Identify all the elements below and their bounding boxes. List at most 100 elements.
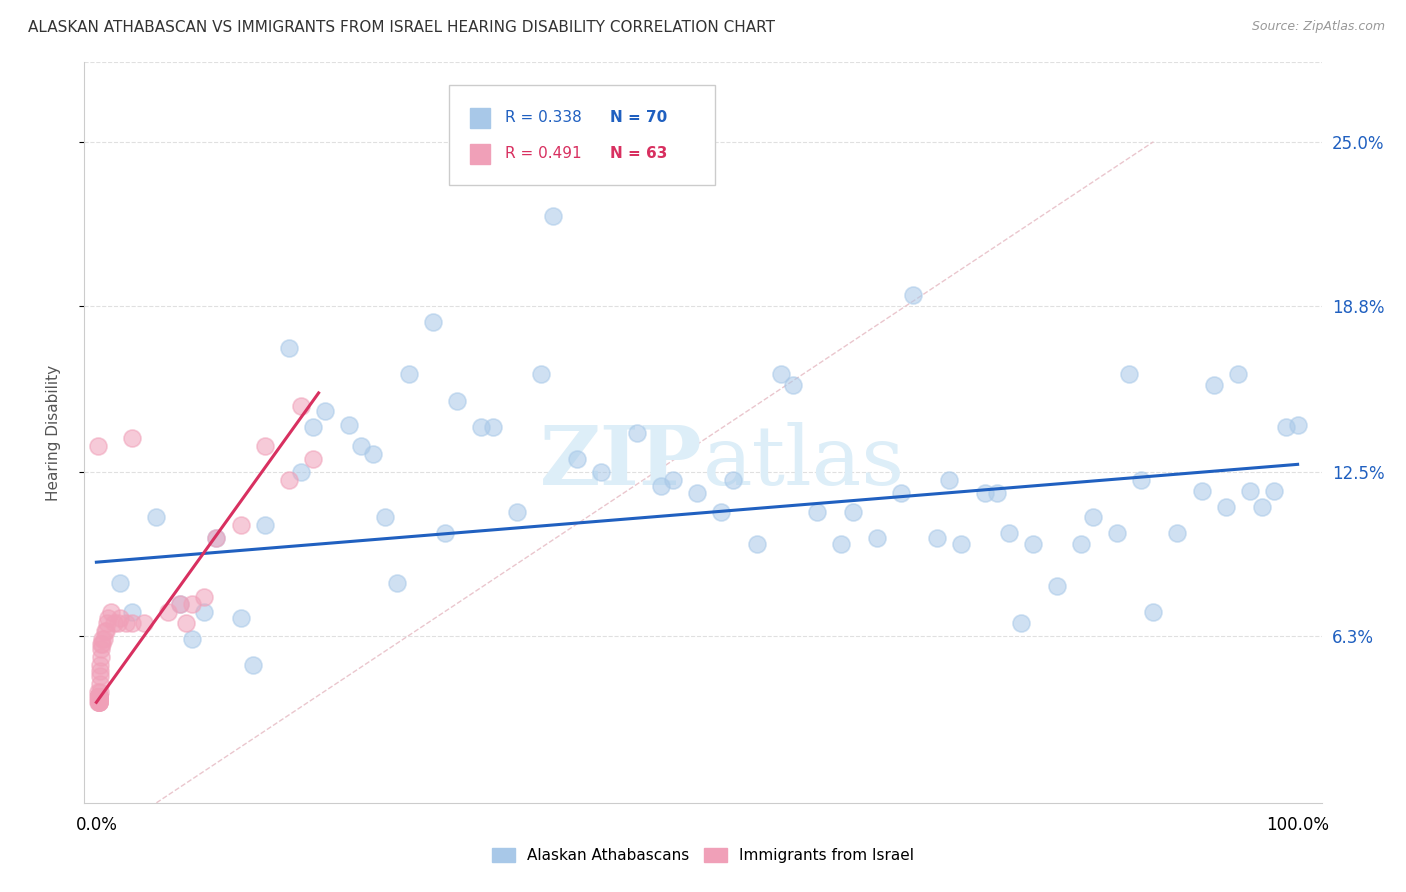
Point: [86, 685, 108, 699]
Point: [481, 420, 503, 434]
Point: [290, 465, 312, 479]
Point: [89, 664, 111, 678]
Point: [87, 695, 110, 709]
Point: [1118, 368, 1140, 382]
Point: [1107, 526, 1129, 541]
Point: [94, 624, 117, 638]
Point: [87, 690, 110, 704]
Point: [950, 536, 973, 550]
Point: [90, 650, 112, 665]
Point: [91, 632, 114, 646]
Point: [87, 690, 110, 704]
Point: [97, 610, 120, 624]
Point: [1239, 483, 1261, 498]
Point: [1226, 368, 1249, 382]
Point: [806, 505, 828, 519]
Point: [1202, 378, 1225, 392]
Point: [277, 473, 299, 487]
Point: [541, 209, 564, 223]
Point: [87, 690, 110, 704]
Point: [1022, 536, 1045, 550]
Point: [93, 632, 115, 646]
Point: [253, 518, 276, 533]
Point: [782, 378, 804, 392]
Point: [87, 690, 110, 704]
Point: [89, 685, 111, 699]
Point: [1274, 420, 1296, 434]
Point: [927, 532, 949, 546]
Point: [986, 486, 1008, 500]
Point: [866, 532, 889, 546]
Point: [107, 615, 129, 630]
Point: [89, 669, 111, 683]
Point: [277, 341, 299, 355]
Point: [1142, 606, 1164, 620]
Point: [301, 452, 323, 467]
Point: [169, 598, 191, 612]
Point: [87, 695, 110, 709]
Point: [110, 576, 132, 591]
Point: [87, 690, 110, 704]
Point: [350, 439, 373, 453]
Point: [361, 447, 384, 461]
Point: [530, 368, 553, 382]
Point: [96, 615, 118, 630]
Point: [842, 505, 865, 519]
Point: [433, 526, 456, 541]
Point: [87, 695, 110, 709]
Point: [589, 465, 612, 479]
Point: [422, 315, 444, 329]
Point: [205, 532, 228, 546]
Point: [176, 615, 198, 630]
Text: Source: ZipAtlas.com: Source: ZipAtlas.com: [1251, 20, 1385, 33]
Point: [100, 606, 122, 620]
Point: [565, 452, 588, 467]
Point: [87, 690, 110, 704]
Point: [446, 393, 468, 408]
Point: [1046, 579, 1069, 593]
Point: [890, 486, 912, 500]
Point: [94, 624, 117, 638]
Point: [87, 690, 110, 704]
Point: [103, 615, 125, 630]
Point: [121, 615, 143, 630]
Point: [110, 610, 132, 624]
Text: N = 70: N = 70: [610, 111, 668, 126]
Point: [87, 690, 110, 704]
Point: [1070, 536, 1092, 550]
Point: [86, 690, 108, 704]
Text: ALASKAN ATHABASCAN VS IMMIGRANTS FROM ISRAEL HEARING DISABILITY CORRELATION CHAR: ALASKAN ATHABASCAN VS IMMIGRANTS FROM IS…: [28, 20, 775, 35]
Point: [398, 368, 420, 382]
Point: [770, 368, 793, 382]
Point: [314, 404, 336, 418]
Point: [87, 690, 110, 704]
Point: [1215, 500, 1237, 514]
Point: [290, 399, 312, 413]
Point: [169, 598, 191, 612]
Point: [87, 690, 110, 704]
Point: [385, 576, 408, 591]
Point: [1250, 500, 1272, 514]
Point: [87, 690, 110, 704]
Point: [710, 505, 733, 519]
Point: [506, 505, 529, 519]
Point: [301, 420, 323, 434]
Point: [86, 695, 108, 709]
Point: [193, 590, 215, 604]
FancyBboxPatch shape: [450, 85, 716, 185]
Point: [662, 473, 685, 487]
Point: [337, 417, 360, 432]
Text: R = 0.491: R = 0.491: [505, 146, 582, 161]
Point: [89, 658, 111, 673]
Point: [90, 642, 112, 657]
Point: [145, 510, 167, 524]
Point: [193, 606, 215, 620]
Point: [721, 473, 744, 487]
Point: [87, 690, 110, 704]
Point: [1130, 473, 1153, 487]
Point: [87, 690, 110, 704]
Point: [87, 690, 110, 704]
Point: [157, 606, 180, 620]
Point: [87, 690, 110, 704]
Point: [87, 690, 110, 704]
